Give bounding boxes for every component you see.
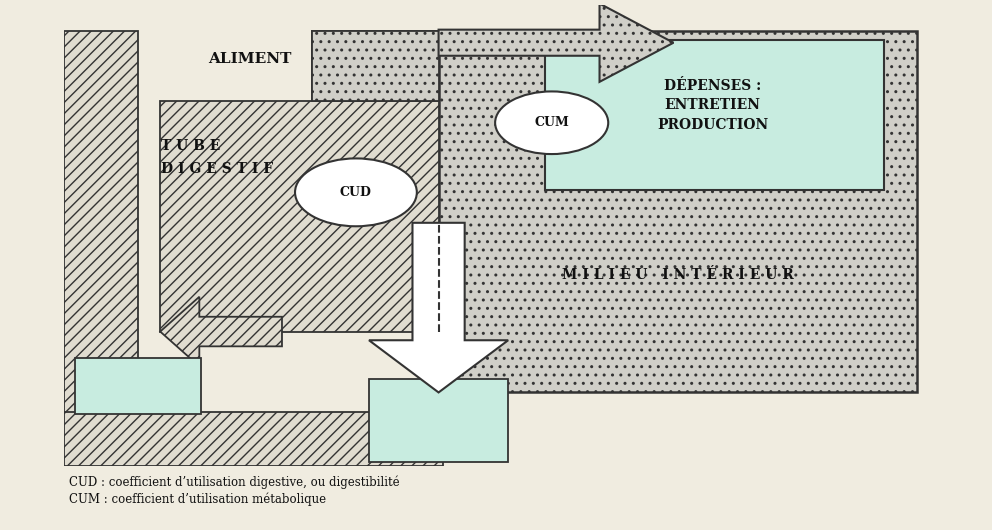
Bar — [75, 358, 201, 414]
Bar — [545, 40, 884, 190]
Polygon shape — [160, 297, 282, 366]
Bar — [160, 101, 438, 332]
Text: CUD : coefficient d’utilisation digestive, ou digestibilité: CUD : coefficient d’utilisation digestiv… — [68, 475, 400, 489]
Text: CUD: CUD — [340, 186, 372, 199]
Text: T U B E
D I G E S T I F: T U B E D I G E S T I F — [161, 139, 273, 176]
Polygon shape — [369, 223, 508, 392]
Text: DÉPENSES :
ENTRETIEN
PRODUCTION: DÉPENSES : ENTRETIEN PRODUCTION — [657, 79, 768, 132]
Bar — [64, 412, 443, 466]
Bar — [369, 379, 508, 462]
Bar — [312, 31, 438, 101]
Polygon shape — [438, 4, 674, 82]
Bar — [312, 31, 438, 101]
Text: urine +
chaleur: urine + chaleur — [415, 405, 462, 435]
Ellipse shape — [495, 92, 608, 154]
Bar — [438, 31, 917, 392]
Text: fèces: fèces — [121, 379, 154, 392]
Text: CUM: CUM — [535, 116, 569, 129]
Ellipse shape — [295, 158, 417, 226]
Bar — [64, 31, 139, 419]
Text: ALIMENT: ALIMENT — [208, 52, 292, 66]
Text: M I L I E U   I N T É R I E U R: M I L I E U I N T É R I E U R — [561, 268, 794, 282]
Text: CUM : coefficient d’utilisation métabolique: CUM : coefficient d’utilisation métaboli… — [68, 493, 326, 506]
